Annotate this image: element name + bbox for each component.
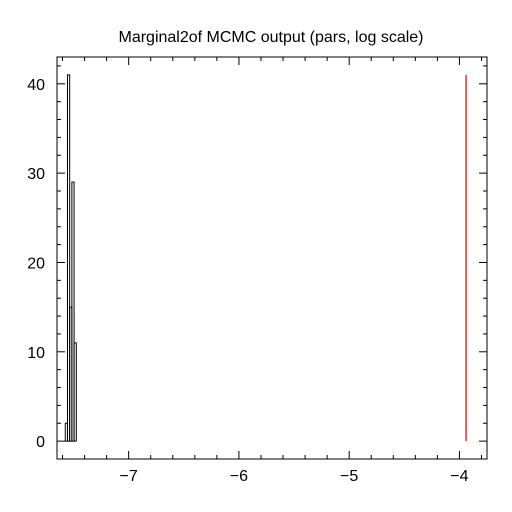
y-tick-label: 10 [27, 345, 45, 362]
histogram-bar [71, 181, 75, 442]
axis-ticks [57, 57, 487, 460]
x-tick-label: −4 [450, 468, 468, 485]
chart-title: Marginal2of MCMC output (pars, log scale… [118, 29, 423, 46]
y-tick-label: 30 [27, 166, 45, 183]
axis-tick-labels: −7 −6 −5 −4 0 10 20 30 40 [27, 77, 468, 485]
plot-frame [56, 56, 488, 460]
histogram-bar [73, 342, 77, 442]
plot-marks [64, 74, 467, 442]
y-tick-label: 0 [36, 434, 45, 451]
y-tick-label: 40 [27, 77, 45, 94]
x-tick-label: −5 [340, 468, 358, 485]
histogram-bar [66, 74, 71, 442]
x-tick-label: −7 [120, 468, 138, 485]
y-tick-label: 20 [27, 255, 45, 272]
x-tick-label: −6 [230, 468, 248, 485]
